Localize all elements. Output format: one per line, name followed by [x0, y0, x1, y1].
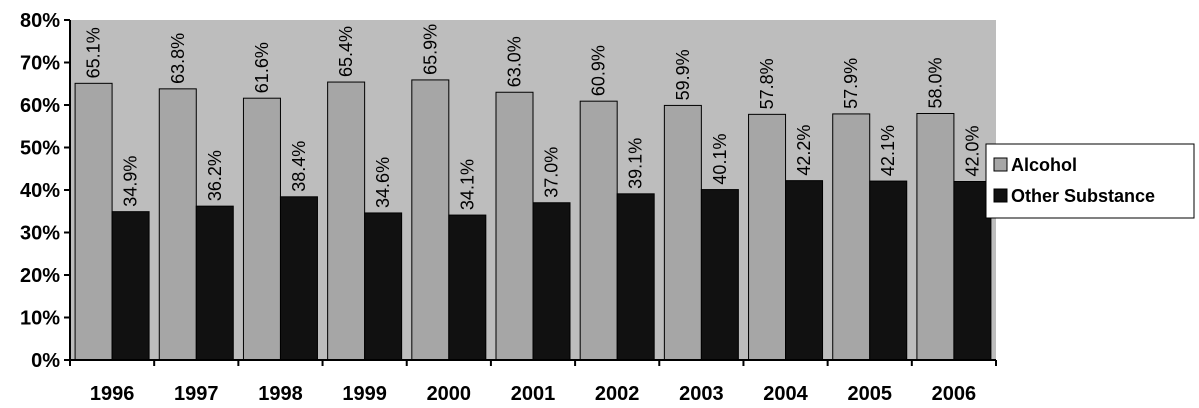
data-label-other-substance: 42.1%: [878, 125, 898, 176]
bar-other-substance: [953, 181, 992, 361]
data-label-other-substance: 36.2%: [205, 150, 225, 201]
x-tick-label: 2005: [847, 383, 892, 405]
x-tick-label: 2004: [763, 383, 808, 405]
bar-alcohol: [495, 91, 534, 361]
y-tick-label: 70%: [20, 53, 60, 75]
y-tick-label: 60%: [20, 95, 60, 117]
data-label-alcohol: 65.9%: [420, 24, 440, 75]
data-label-alcohol: 65.1%: [84, 27, 104, 78]
bar-other-substance: [785, 180, 824, 361]
bar-other-substance: [532, 202, 571, 361]
data-label-other-substance: 34.1%: [457, 159, 477, 210]
bar-other-substance: [279, 196, 318, 361]
bar-alcohol: [663, 104, 702, 361]
bar-alcohol: [748, 113, 787, 361]
data-label-other-substance: 34.9%: [121, 156, 141, 207]
bar-alcohol: [916, 113, 955, 361]
legend-swatch-alcohol: [993, 157, 1008, 172]
data-label-other-substance: 39.1%: [626, 138, 646, 189]
x-axis-ticks: 1996 1997 1998 1999 2000 2001 2002 2003 2004 2005…: [69, 360, 997, 405]
legend-swatch-other-substance: [993, 188, 1008, 203]
y-tick-label: 30%: [20, 223, 60, 245]
x-tick-label: 1996: [90, 383, 135, 405]
x-tick-label: 2003: [679, 383, 724, 405]
x-tick-label: 1999: [342, 383, 387, 405]
data-label-other-substance: 40.1%: [710, 134, 730, 185]
y-tick-label: 80%: [20, 10, 60, 32]
data-label-other-substance: 34.6%: [373, 157, 393, 208]
x-tick-label: 1998: [258, 383, 303, 405]
data-label-other-substance: 38.4%: [289, 141, 309, 192]
data-label-alcohol: 63.0%: [505, 36, 525, 87]
bars: [74, 79, 992, 361]
bar-alcohol: [832, 113, 871, 361]
x-tick-label: 2000: [427, 383, 472, 405]
data-label-alcohol: 59.9%: [673, 49, 693, 100]
bar-other-substance: [195, 205, 234, 361]
data-label-alcohol: 65.4%: [336, 26, 356, 77]
y-tick-label: 0%: [31, 350, 60, 372]
y-tick-label: 40%: [20, 180, 60, 202]
data-label-other-substance: 42.0%: [962, 125, 982, 176]
x-tick-label: 2001: [511, 383, 556, 405]
bar-alcohol: [579, 100, 618, 361]
bar-alcohol: [158, 88, 197, 361]
y-tick-label: 10%: [20, 308, 60, 330]
bar-other-substance: [448, 214, 487, 361]
bar-alcohol: [74, 82, 113, 361]
bar-alcohol: [327, 81, 366, 361]
data-label-alcohol: 58.0%: [925, 57, 945, 108]
y-axis-ticks: 0% 10% 20% 30% 40% 50% 60% 70% 80%: [20, 10, 70, 372]
y-tick-label: 20%: [20, 265, 60, 287]
bar-other-substance: [111, 211, 150, 361]
data-label-other-substance: 37.0%: [542, 147, 562, 198]
x-tick-label: 1997: [174, 383, 219, 405]
bar-alcohol: [242, 97, 281, 361]
x-tick-label: 2002: [595, 383, 640, 405]
bar-alcohol: [411, 79, 450, 361]
data-label-alcohol: 57.8%: [757, 58, 777, 109]
y-tick-label: 50%: [20, 138, 60, 160]
legend-label-alcohol: Alcohol: [1011, 155, 1077, 175]
legend-label-other-substance: Other Substance: [1011, 186, 1155, 206]
data-label-alcohol: 61.6%: [252, 42, 272, 93]
bar-other-substance: [700, 189, 739, 361]
x-tick-label: 2006: [932, 383, 977, 405]
legend: Alcohol Other Substance: [985, 143, 1195, 219]
bar-other-substance: [616, 193, 655, 361]
legend-box: [985, 143, 1195, 219]
bar-other-substance: [364, 212, 403, 361]
data-label-alcohol: 63.8%: [168, 33, 188, 84]
data-label-alcohol: 60.9%: [589, 45, 609, 96]
data-label-alcohol: 57.9%: [841, 58, 861, 109]
bar-other-substance: [869, 180, 908, 361]
data-labels: 65.1% 34.9% 63.8% 36.2% 61.6% 38.4% 65.4% 34.6%…: [84, 24, 983, 210]
data-label-other-substance: 42.2%: [794, 125, 814, 176]
